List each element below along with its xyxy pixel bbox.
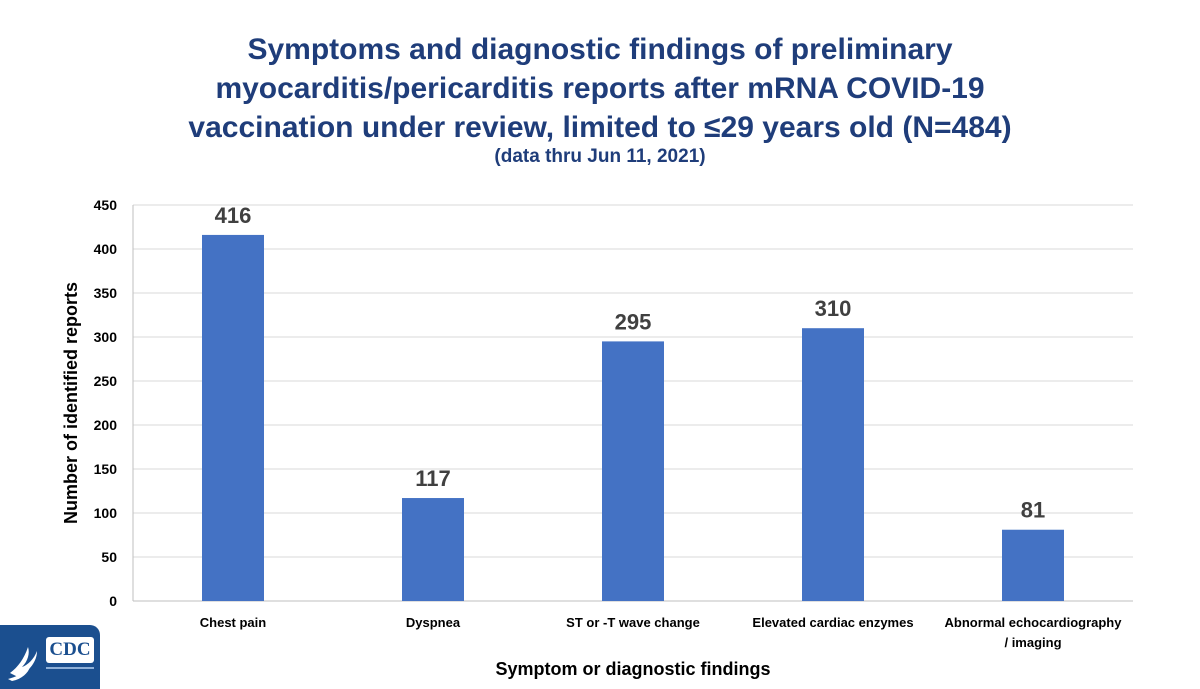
y-tick-label: 350 [94, 285, 118, 301]
x-tick-label: Dyspnea [406, 615, 461, 630]
y-tick-label: 200 [94, 417, 118, 433]
chart-subtitle: (data thru Jun 11, 2021) [494, 146, 706, 167]
cdc-wordmark-text: CDC [49, 639, 91, 660]
chart-title: Symptoms and diagnostic findings of prel… [100, 30, 1100, 147]
y-tick-label: 450 [94, 197, 118, 213]
y-tick-label: 300 [94, 329, 118, 345]
chart-title-line-1: Symptoms and diagnostic findings of prel… [247, 33, 953, 66]
bar [602, 341, 664, 601]
bar-data-label: 310 [815, 296, 852, 321]
x-tick-label: / imaging [1004, 635, 1061, 650]
cdc-logo: CDC [0, 625, 100, 689]
x-axis-label: Symptom or diagnostic findings [495, 659, 770, 679]
bar-data-label: 81 [1021, 498, 1045, 523]
x-tick-label: Chest pain [200, 615, 267, 630]
y-axis-label: Number of identified reports [61, 282, 81, 524]
chart-title-line-3: vaccination under review, limited to ≤29… [188, 111, 1012, 144]
hhs-eagle-icon [8, 647, 37, 681]
y-tick-label: 100 [94, 505, 118, 521]
y-tick-label: 150 [94, 461, 118, 477]
x-tick-label: ST or -T wave change [566, 615, 700, 630]
chart-title-line-2: myocarditis/pericarditis reports after m… [215, 72, 985, 105]
bar-data-label: 117 [415, 466, 451, 491]
x-tick-label: Elevated cardiac enzymes [752, 615, 913, 630]
y-tick-label: 400 [94, 241, 118, 257]
bar [202, 234, 264, 602]
bar-data-label: 295 [615, 309, 652, 334]
y-tick-label: 50 [101, 549, 117, 565]
x-tick-label: Abnormal echocardiography [945, 615, 1123, 630]
y-tick-label: 250 [94, 373, 118, 389]
cdc-logo-underline [46, 667, 94, 683]
bar [1002, 529, 1064, 601]
cdc-wordmark: CDC [46, 637, 94, 663]
bar [402, 498, 464, 601]
bar [802, 328, 864, 601]
y-tick-label: 0 [109, 593, 117, 609]
bar-data-label: 416 [215, 203, 252, 228]
